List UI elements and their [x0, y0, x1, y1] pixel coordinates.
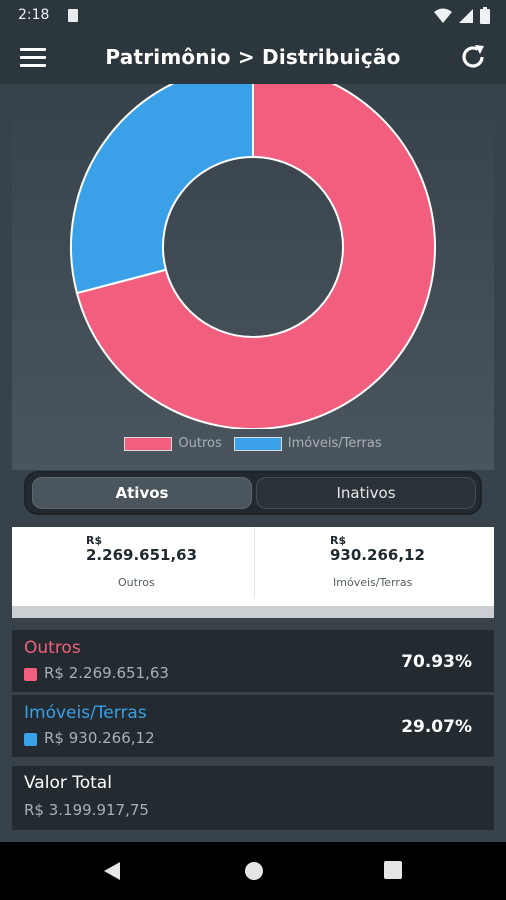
app-bar: Patrimônio > Distribuição	[0, 32, 506, 84]
status-tabs: Ativos Inativos	[24, 471, 482, 515]
legend-label-outros: Outros	[178, 436, 222, 451]
battery-icon	[480, 7, 490, 24]
summary-value: 930.266,12	[330, 546, 425, 564]
recents-button[interactable]	[384, 861, 402, 879]
summary-item-outros[interactable]: R$ 2.269.651,63 Outros	[12, 527, 254, 597]
total-value: R$ 3.199.917,75	[24, 801, 149, 819]
tab-ativos[interactable]: Ativos	[32, 477, 252, 509]
legend-item-outros: Outros	[124, 436, 222, 451]
category-swatch	[24, 733, 37, 746]
summary-label: Outros	[118, 576, 155, 589]
category-name: Imóveis/Terras	[24, 703, 147, 723]
summary-currency: R$	[330, 534, 347, 547]
status-time: 2:18	[18, 7, 50, 23]
summary-value: 2.269.651,63	[86, 546, 198, 564]
home-icon	[245, 862, 263, 880]
list-item[interactable]: Imóveis/Terras R$ 930.266,12 29.07%	[12, 695, 494, 757]
status-icons	[434, 7, 490, 24]
system-nav-bar	[0, 842, 506, 900]
category-percent: 29.07%	[401, 717, 472, 737]
list-item[interactable]: Outros R$ 2.269.651,63 70.93%	[12, 630, 494, 692]
summary-label: Imóveis/Terras	[333, 576, 413, 589]
category-percent: 70.93%	[401, 652, 472, 672]
wifi-icon	[434, 8, 452, 23]
chart-legend: Outros Imóveis/Terras	[12, 436, 494, 451]
category-amount: R$ 2.269.651,63	[44, 664, 169, 682]
legend-swatch-outros	[124, 436, 173, 451]
legend-swatch-imoveis	[233, 436, 282, 451]
page-title: Patrimônio > Distribuição	[105, 45, 401, 69]
tab-inativos[interactable]: Inativos	[256, 477, 476, 509]
refresh-icon	[462, 46, 484, 68]
category-name: Outros	[24, 638, 81, 658]
category-swatch	[24, 668, 37, 681]
category-list: Outros R$ 2.269.651,63 70.93% Imóveis/Te…	[12, 630, 494, 760]
refresh-button[interactable]	[458, 42, 488, 72]
donut-chart	[70, 84, 436, 429]
recents-icon	[384, 861, 402, 879]
chart-area: Outros Imóveis/Terras	[12, 84, 494, 470]
sd-card-icon	[68, 9, 78, 22]
summary-card: R$ 2.269.651,63 Outros R$ 930.266,12 Imó…	[12, 527, 494, 607]
donut-slice-outros[interactable]	[75, 84, 436, 429]
back-icon	[104, 862, 120, 880]
legend-item-imoveis: Imóveis/Terras	[233, 436, 382, 451]
donut-slice-imoveis[interactable]	[70, 84, 254, 295]
total-label: Valor Total	[24, 773, 112, 793]
legend-label-imoveis: Imóveis/Terras	[287, 436, 382, 451]
signal-icon	[459, 8, 473, 23]
category-amount: R$ 930.266,12	[44, 729, 155, 747]
menu-button[interactable]	[20, 46, 46, 68]
total-card: Valor Total R$ 3.199.917,75	[12, 766, 494, 830]
status-bar: 2:18	[0, 0, 506, 32]
back-button[interactable]	[102, 861, 122, 881]
summary-currency: R$	[86, 534, 103, 547]
summary-item-imoveis[interactable]: R$ 930.266,12 Imóveis/Terras	[254, 527, 495, 597]
home-button[interactable]	[244, 861, 264, 881]
summary-scrollbar[interactable]	[12, 606, 494, 618]
menu-icon	[20, 48, 46, 51]
